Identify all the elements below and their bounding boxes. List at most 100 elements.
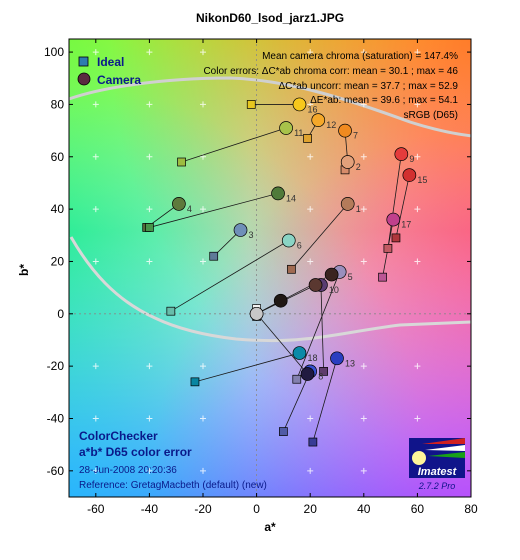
grid-cross-4-5	[307, 206, 314, 213]
grid-cross-5-4	[360, 258, 367, 265]
logo-version: 2.7.2 Pro	[418, 481, 456, 491]
grid-cross-2-2	[200, 363, 206, 370]
error-line-6	[170, 240, 289, 312]
footer-line-2: a*b* D65 color error	[79, 445, 192, 459]
grid-cross-0-1	[92, 415, 99, 422]
grid-cross-1-2	[146, 363, 153, 370]
grid-cross-0-2	[92, 363, 99, 370]
footer-text: ColorChecker a*b* D65 color error 28-Jun…	[79, 429, 267, 491]
info-line-5: sRGB (D65)	[404, 110, 458, 121]
ideal-marker-11	[177, 157, 186, 167]
grid-cross-5-2	[360, 363, 367, 370]
logo-white-stripe	[425, 445, 465, 451]
grid-cross-2-1	[200, 415, 206, 422]
error-line-15	[395, 175, 410, 238]
y-tick-label-4: 20	[51, 254, 65, 268]
footer-date: 28-Jun-2008 20:20:36	[79, 465, 177, 476]
legend-camera-label: Camera	[97, 73, 141, 87]
grid-cross-4-6	[307, 153, 314, 160]
ideal-marker-1	[287, 264, 296, 274]
grid-cross-0-8	[92, 49, 99, 56]
y-tick-label-1: -40	[47, 411, 65, 425]
footer-line-1: ColorChecker	[79, 429, 158, 443]
ideal-marker-16	[246, 100, 256, 109]
camera-marker-12	[311, 113, 326, 127]
ideal-marker-14	[145, 223, 154, 232]
plot-frame	[68, 38, 472, 498]
grid-cross-2-5	[200, 206, 206, 213]
camera-marker-11	[279, 121, 293, 135]
grid-cross-5-7	[360, 101, 367, 108]
error-line-8	[283, 371, 311, 432]
grid-cross-2-4	[200, 258, 206, 265]
grid-cross-0-7	[92, 101, 99, 108]
grid-cross-1-0	[146, 467, 153, 474]
camera-marker-15	[402, 168, 417, 182]
patch-label-5: 5	[348, 272, 353, 282]
camera-marker-21	[273, 293, 288, 308]
imatest-logo: Imatest 2.7.2 Pro	[409, 438, 465, 491]
camera-marker-9	[394, 147, 409, 162]
x-tick-label-4: 20	[304, 502, 318, 516]
grid-cross-1-5	[146, 206, 153, 213]
grid-cross-4-1	[307, 415, 314, 422]
camera-marker-1	[340, 197, 355, 211]
grid-cross-6-6	[414, 153, 421, 160]
x-tick-label-3: 0	[253, 502, 260, 516]
logo-green-stripe	[428, 452, 465, 458]
grid-cross-1-1	[146, 415, 153, 422]
y-tick-label-7: 80	[51, 97, 65, 111]
y-tick-label-8: 100	[44, 45, 64, 59]
gamut-boundary	[69, 76, 471, 342]
error-line-24	[256, 313, 308, 375]
grid-cross-5-6	[360, 153, 367, 160]
grid-cross-0-4	[92, 258, 99, 265]
error-line-1	[291, 203, 349, 270]
legend: Ideal Camera	[77, 55, 141, 87]
patch-label-3: 3	[249, 230, 254, 240]
patch-label-14: 14	[286, 193, 296, 203]
grid-cross-2-0	[200, 467, 206, 474]
patch-label-17: 17	[401, 220, 411, 230]
grid-cross-1-7	[146, 101, 153, 108]
error-line-9	[387, 154, 402, 249]
grid-cross-6-8	[414, 49, 421, 56]
grid-cross-6-1	[414, 415, 421, 422]
ideal-marker-3	[209, 251, 219, 261]
y-tick-label-6: 60	[51, 150, 65, 164]
ideal-marker-6	[166, 306, 176, 316]
grid-cross-2-7	[200, 101, 206, 108]
ideal-marker-15	[391, 233, 401, 243]
info-line-4: ΔE*ab: mean = 39.6 ; max = 54.1	[310, 95, 458, 106]
x-axis-label: a*	[264, 520, 276, 534]
grid-cross-5-8	[360, 49, 367, 56]
grid-cross-5-1	[360, 415, 367, 422]
patch-label-15: 15	[417, 175, 427, 185]
camera-marker-18	[292, 346, 307, 360]
footer-reference: Reference: GretagMacbeth (default) (new)	[79, 480, 267, 491]
camera-marker-24	[300, 367, 315, 381]
axis-ticks: -60 -40 -20 0 20 40 60 80 -60 -40 -20 0 20 40 60 80 100	[44, 39, 478, 516]
camera-marker-2	[340, 155, 355, 169]
error-line-10	[320, 284, 324, 372]
ideal-marker-12	[303, 134, 312, 143]
camera-marker-13	[330, 351, 344, 366]
camera-marker-4	[172, 197, 186, 211]
y-tick-label-2: -20	[47, 359, 65, 373]
patch-label-11: 11	[294, 128, 303, 138]
legend-ideal-marker	[78, 56, 89, 67]
camera-marker-23	[308, 278, 323, 292]
error-line-11	[181, 127, 287, 163]
error-line-14	[149, 193, 279, 228]
y-tick-label-3: 0	[57, 307, 64, 321]
ideal-marker-5	[292, 374, 302, 384]
camera-marker-17	[386, 212, 401, 227]
error-line-13	[312, 358, 338, 443]
legend-ideal-label: Ideal	[97, 55, 124, 69]
patch-label-12: 12	[326, 120, 336, 130]
grid-cross-0-5	[92, 206, 99, 213]
legend-camera-marker	[77, 72, 91, 86]
patch-label-4: 4	[187, 204, 192, 214]
grid-markers	[92, 49, 421, 474]
